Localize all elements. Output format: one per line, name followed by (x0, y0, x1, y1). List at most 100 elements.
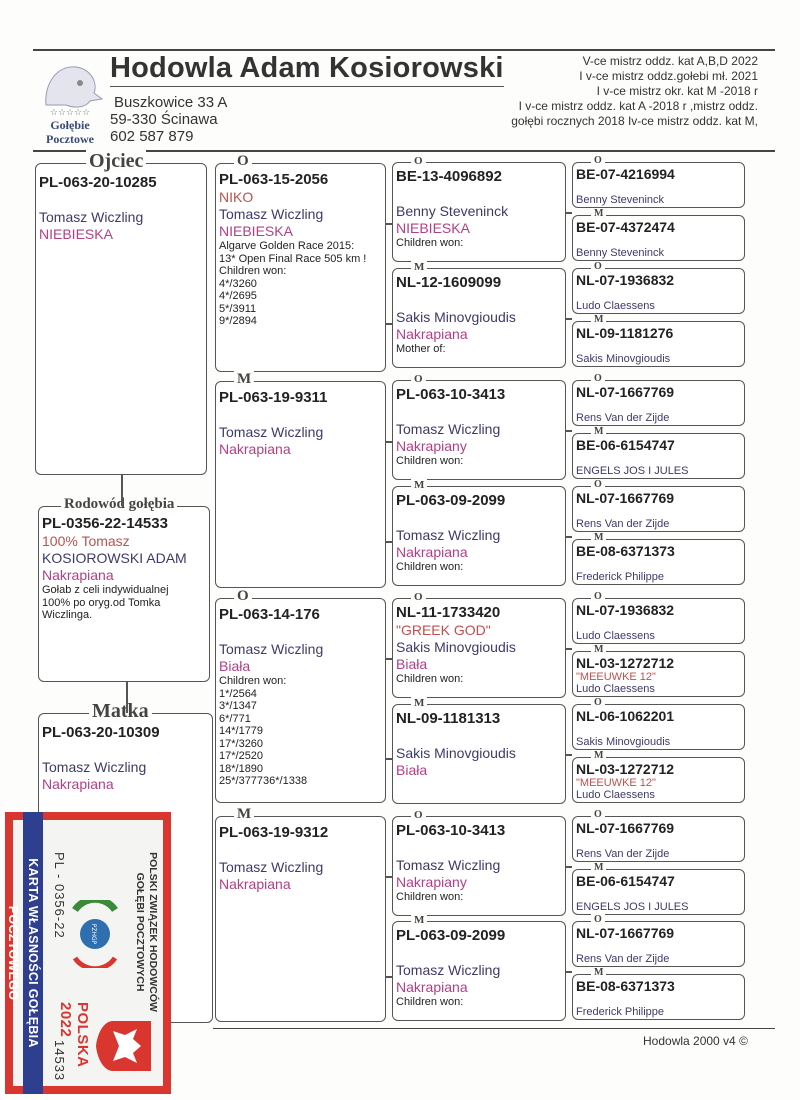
connector-line (566, 318, 572, 320)
breeder-name: Ludo Claessens (576, 683, 655, 695)
pigeon-card[interactable]: O PL-063-15-2056 NIKO Tomasz Wiczling NIEBIE… (215, 153, 386, 372)
sex-label: O (591, 155, 605, 166)
breeder-name: Benny Steveninck (576, 194, 665, 206)
spacer (396, 292, 561, 309)
pigeon-card[interactable]: M BE-06-6154747 ENGELS JOS I JULES (572, 426, 745, 479)
pigeon-name: "MEEUWKE 12" (576, 777, 656, 789)
pigeon-card[interactable]: O NL-07-1936832 Ludo Claessens (572, 261, 745, 314)
pigeon-card[interactable]: M PL-063-09-2099 Tomasz Wiczling Nakrapiana… (392, 479, 566, 586)
note-line: 100% po oryg.od Tomka (42, 596, 161, 609)
spacer (576, 235, 741, 247)
card-org-line-2: GOŁĘBI POCZTOWYCH (134, 872, 146, 992)
ring-number: NL-07-1936832 (576, 602, 675, 618)
card-organization: POLSKI ZWIĄZEK HODOWCÓW GOŁĘBI POCZTOWYC… (133, 852, 159, 1012)
pigeon-color: NIEBIESKA (396, 220, 470, 236)
sex-label: M (591, 314, 607, 325)
address-line-1: Buszkowice 33 A (114, 94, 228, 111)
pigeon-head-logo: ☆☆☆☆☆ Gołębie Pocztowe (45, 66, 104, 145)
pigeon-card[interactable]: O NL-07-1667769 Rens Van der Zijde (572, 479, 745, 532)
spacer (219, 842, 381, 859)
logo-text-2: Pocztowe (46, 132, 95, 145)
pigeon-card[interactable]: O NL-07-1936832 Ludo Claessens (572, 591, 745, 644)
pigeon-card[interactable]: O PL-063-10-3413 Tomasz Wiczling Nakrapiany… (392, 373, 566, 480)
pigeon-card[interactable]: M NL-12-1609099 Sakis Minovgioudis Nakrapia… (392, 261, 566, 368)
pigeon-card[interactable]: M BE-07-4372474 Benny Steveninck (572, 208, 745, 261)
sex-label: M (234, 806, 255, 823)
note-line: 25*/377736*/1338 (219, 775, 308, 787)
ring-number: PL-063-15-2056 (219, 171, 329, 188)
spacer (39, 192, 202, 209)
pigeon-card[interactable]: O NL-11-1733420 "GREEK GOD" Sakis Minovgiou… (392, 591, 566, 698)
achievements: V-ce mistrz oddz. kat A,B,D 2022 I v-ce … (511, 54, 758, 129)
pigeon-card[interactable]: O NL-07-1667769 Rens Van der Zijde (572, 373, 745, 426)
card-caption: KARTA WŁASNOŚCI GOŁĘBIA POCZTOWEGO (6, 812, 43, 1094)
note-line: Gołab z celi indywidualnej (42, 584, 169, 596)
pigeon-color: Nakrapiana (42, 776, 114, 792)
pigeon-card[interactable]: Ojciec PL-063-20-10285 Tomasz Wiczling NIEB… (35, 150, 207, 475)
sex-label: O (411, 809, 426, 821)
pigeon-color: Biała (396, 762, 428, 778)
spacer (576, 453, 741, 465)
ring-number: PL-063-14-176 (219, 606, 320, 623)
father-legend: Ojciec (86, 150, 147, 173)
note-line: Algarve Golden Race 2015: (219, 240, 355, 252)
connector-line (386, 441, 392, 443)
sex-label: O (591, 697, 605, 708)
note-line: Children won: (396, 891, 464, 903)
spacer (219, 407, 381, 424)
spacer (42, 742, 208, 759)
pigeon-card[interactable]: M NL-09-1181313 Sakis Minovgioudis Biała (392, 697, 566, 804)
sex-label: O (234, 153, 252, 170)
pigeon-card[interactable]: O NL-07-1667769 Rens Van der Zijde (572, 914, 745, 967)
pigeon-card[interactable]: Rodowód gołębia PL-0356-22-14533 100% Toma… (38, 496, 210, 682)
connector-line (386, 658, 392, 660)
breeder-name: Tomasz Wiczling (219, 641, 324, 657)
pigeon-card[interactable]: M NL-03-1272712 "MEEUWKE 12" Ludo Claessens (572, 644, 745, 697)
note-line: 14*/1779 (219, 725, 264, 737)
pigeon-card[interactable]: M PL-063-09-2099 Tomasz Wiczling Nakrapiana… (392, 914, 566, 1021)
breeder-name: Sakis Minovgioudis (396, 745, 516, 761)
pigeon-card[interactable]: M NL-09-1181276 Sakis Minovgioudis (572, 314, 745, 367)
ring-number: NL-06-1062201 (576, 708, 675, 724)
breeder-name: Tomasz Wiczling (396, 527, 501, 543)
pigeon-card[interactable]: O BE-13-4096892 Benny Steveninck NIEBIESKA C… (392, 155, 566, 262)
ring-number: NL-12-1609099 (396, 274, 502, 291)
sex-label: O (591, 373, 605, 384)
spacer (576, 618, 741, 630)
connector-line (386, 323, 392, 325)
sex-label: M (591, 750, 607, 761)
sex-label: M (411, 479, 428, 491)
pigeon-card[interactable]: M NL-03-1272712 "MEEUWKE 12" Ludo Claessens (572, 750, 745, 803)
pigeon-card[interactable]: O BE-07-4216994 Benny Steveninck (572, 155, 745, 208)
pigeon-color: Biała (219, 658, 251, 674)
achievement: V-ce mistrz oddz. kat A,B,D 2022 (582, 54, 758, 68)
spacer (576, 724, 741, 736)
spacer (396, 728, 561, 745)
pigeon-card[interactable]: O NL-06-1062201 Sakis Minovgioudis (572, 697, 745, 750)
note-line: 4*/2695 (219, 290, 257, 302)
pigeon-card[interactable]: M BE-08-6371373 Frederick Philippe (572, 967, 745, 1020)
note-line: Children won: (396, 237, 464, 249)
connector-line (566, 866, 572, 868)
pigeon-card[interactable]: M BE-08-6371373 Frederick Philippe (572, 532, 745, 585)
pigeon-card[interactable]: M PL-063-19-9311 Tomasz Wiczling Nakrapiana (215, 371, 386, 588)
note-line: 4*/3260 (219, 277, 257, 290)
ring-number: NL-09-1181313 (396, 710, 501, 727)
pigeon-card[interactable]: M PL-063-19-9312 Tomasz Wiczling Nakrapiana (215, 806, 386, 1022)
breeder-name: Sakis Minovgioudis (576, 353, 671, 365)
note-line: 13* Open Final Race 505 km ! (219, 252, 367, 265)
pigeon-name: "MEEUWKE 12" (576, 671, 656, 683)
pigeon-card[interactable]: O PL-063-14-176 Tomasz Wiczling Biała Childr… (215, 588, 386, 803)
spacer (576, 941, 741, 953)
ring-number: NL-09-1181276 (576, 325, 674, 341)
connector-line (566, 430, 572, 432)
note-line: Mother of: (396, 343, 446, 355)
pigeon-card[interactable]: O PL-063-10-3413 Tomasz Wiczling Nakrapiany… (392, 809, 566, 916)
pigeon-card[interactable]: M BE-06-6154747 ENGELS JOS I JULES (572, 862, 745, 915)
spacer (396, 404, 561, 421)
sex-label: M (411, 914, 428, 926)
connector-line (566, 971, 572, 973)
spacer (396, 840, 561, 857)
pigeon-card[interactable]: O NL-07-1667769 Rens Van der Zijde (572, 809, 745, 862)
connector-line (386, 541, 392, 543)
